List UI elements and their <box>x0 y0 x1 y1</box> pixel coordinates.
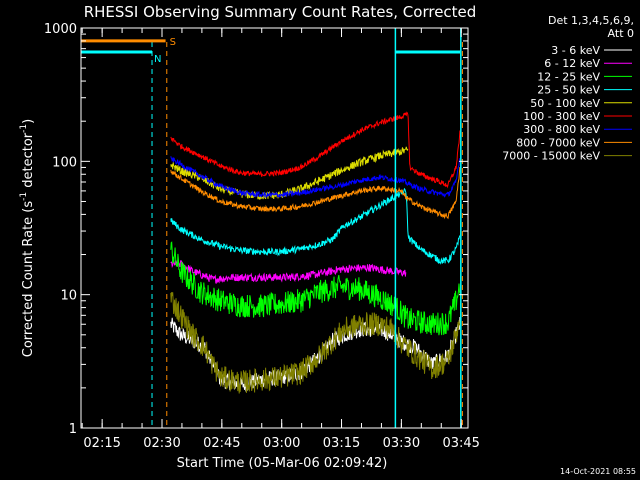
series-line-7 <box>170 166 461 220</box>
plot-frame <box>80 27 469 429</box>
legend-label: 6 - 12 keV <box>544 57 600 70</box>
legend-label: 12 - 25 keV <box>537 70 600 83</box>
x-tick-label: 02:15 <box>83 436 120 451</box>
x-tick-label: 03:30 <box>383 436 420 451</box>
legend-label: 3 - 6 keV <box>551 44 600 57</box>
annotation-group: SN <box>81 28 463 428</box>
y-tick-label: 100 <box>52 155 77 170</box>
series-line-2 <box>170 241 461 336</box>
x-axis-label: Start Time (05-Mar-06 02:09:42) <box>177 456 388 471</box>
legend-label: 300 - 800 keV <box>523 123 600 136</box>
legend-label: 7000 - 15000 keV <box>502 150 600 163</box>
legend-label: 50 - 100 keV <box>530 97 600 110</box>
series-line-6 <box>170 156 461 199</box>
x-tick-label: 02:45 <box>203 436 240 451</box>
y-axis: 1 10 100 1000 <box>44 22 468 437</box>
x-tick-label: 03:45 <box>442 436 479 451</box>
y-tick-label: 10 <box>60 289 77 304</box>
y-tick-label: 1000 <box>44 22 77 37</box>
x-tick-label: 03:00 <box>263 436 300 451</box>
legend-header-1: Det 1,3,4,5,6,9, <box>548 14 634 27</box>
chart-title: RHESSI Observing Summary Count Rates, Co… <box>84 3 477 21</box>
series-group <box>170 111 461 394</box>
x-tick-label: 03:15 <box>323 436 360 451</box>
legend-header-2: Att 0 <box>608 27 634 40</box>
series-line-5 <box>170 111 461 189</box>
night-flag-label: N <box>154 54 161 65</box>
y-axis-label: Corrected Count Rate (s-1 detector-1) <box>19 119 36 357</box>
y-tick-label: 1 <box>69 422 77 437</box>
legend-label: 800 - 7000 keV <box>516 136 600 149</box>
x-tick-label: 02:30 <box>143 436 180 451</box>
series-line-8 <box>170 292 461 394</box>
legend-label: 25 - 50 keV <box>537 84 600 97</box>
legend-label: 100 - 300 keV <box>523 110 600 123</box>
series-line-1 <box>170 260 407 284</box>
series-line-3 <box>170 187 461 265</box>
saa-flag-label: S <box>170 37 176 48</box>
footer-date: 14-Oct-2021 08:55 <box>560 467 636 476</box>
x-axis: 02:15 02:30 02:45 03:00 03:15 03:30 03:45 <box>81 28 480 451</box>
